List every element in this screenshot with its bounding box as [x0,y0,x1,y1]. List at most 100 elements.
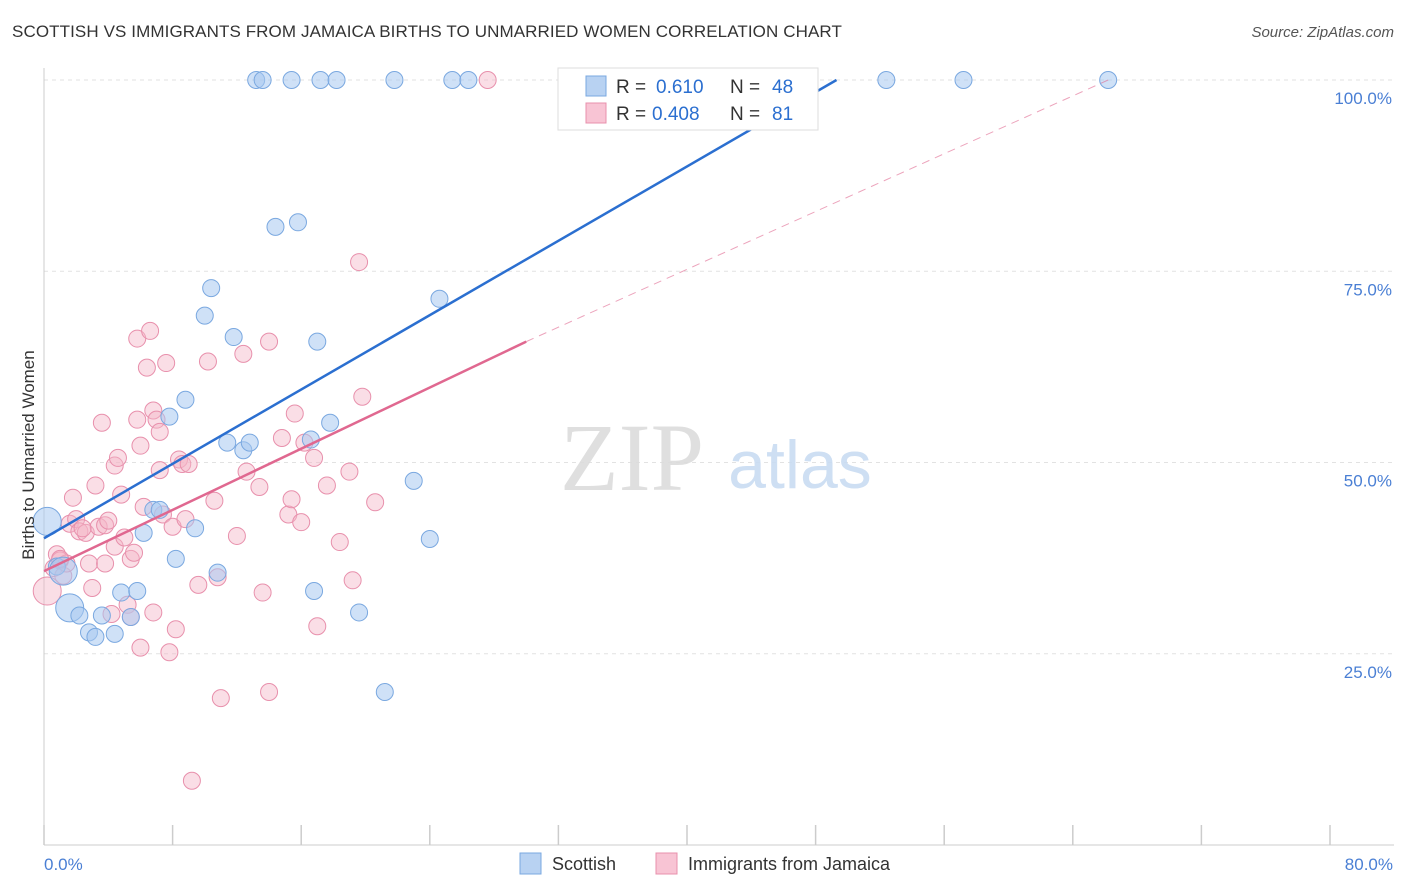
scottish-point [70,606,89,625]
axes [43,68,1394,846]
jamaica-point [250,477,269,496]
y-tick-label-3: 100.0% [1334,89,1392,108]
jamaica-point [157,354,176,373]
jamaica-point [260,332,279,351]
scottish-point [208,563,227,582]
scottish-point [350,603,369,622]
watermark-zip: ZIP [560,404,704,511]
scottish-point [128,582,147,601]
scottish-point [305,582,324,601]
jamaica-point [272,429,291,448]
jamaica-point [308,617,327,636]
scottish-point [321,413,340,432]
scottish-point [430,289,449,308]
chart-source: Source: ZipAtlas.com [1251,24,1394,41]
scottish-point [160,407,179,426]
jamaica-point [96,554,115,573]
legend-n-value-jamaica: 81 [772,104,793,125]
jamaica-point [108,448,127,467]
legend-bottom-label-jamaica: Immigrants from Jamaica [688,854,891,874]
scottish-point [195,306,214,325]
jamaica-point [125,543,144,562]
scottish-point [1099,71,1118,89]
jamaica-point [343,571,362,590]
y-axis-label: Births to Unmarried Women [19,350,38,559]
legend-bottom-label-scottish: Scottish [552,854,616,874]
scottish-point [459,71,478,89]
jamaica-point [99,511,118,530]
legend-n-label-jamaica: N = [730,104,760,125]
x-tick-label-1: 80.0% [1345,855,1393,874]
scottish-point [218,433,237,452]
jamaica-point [234,344,253,363]
watermark-atlas: atlas [728,427,872,503]
legend-bottom-swatch-jamaica [655,852,678,875]
jamaica-point [227,526,246,545]
jamaica-point [317,476,336,495]
jamaica-point [350,253,369,272]
jamaica-point [182,771,201,790]
jamaica-point [340,462,359,481]
jamaica-point [211,689,230,708]
scottish-point [253,71,272,89]
jamaica-point [70,522,89,541]
legend-bottom-swatch-scottish [519,852,542,875]
jamaica-point [137,358,156,377]
scottish-point [240,433,259,452]
jamaica-point [282,490,301,509]
scottish-point [282,71,301,89]
scottish-points [32,71,1118,701]
scottish-point [288,213,307,232]
jamaica-point [292,513,311,532]
scottish-point [202,279,221,298]
legend-n-label-scottish: N = [730,77,760,98]
scottish-point [186,519,205,538]
jamaica-point [366,493,385,512]
legend-swatch-scottish [585,75,607,97]
y-tick-label-1: 50.0% [1344,472,1392,491]
scottish-point [121,608,140,627]
jamaica-point [92,413,111,432]
legend-r-label-scottish: R = [616,77,646,98]
jamaica-point [83,578,102,597]
scottish-point [311,71,330,89]
scottish-point [404,471,423,490]
legend-swatch-jamaica [585,102,607,124]
jamaica-point [305,448,324,467]
scottish-point [420,530,439,548]
jamaica-point [198,352,217,371]
grid-lines [44,79,1395,655]
scottish-point [266,217,285,236]
jamaica-point [141,321,160,340]
scottish-point [86,627,105,646]
jamaica-point [32,576,62,606]
jamaica-point [89,517,108,536]
scottish-point [112,583,131,602]
y-tick-label-0: 25.0% [1344,663,1392,682]
scottish-point [375,683,394,701]
chart-title: SCOTTISH VS IMMIGRANTS FROM JAMAICA BIRT… [12,22,842,41]
watermark: ZIP atlas [560,404,872,511]
jamaica-point [285,404,304,423]
scottish-point [92,606,111,625]
scottish-point [224,328,243,347]
jamaica-point [63,488,82,507]
scottish-point [166,549,185,568]
jamaica-point [260,683,279,701]
jamaica-trend-line [43,340,527,573]
jamaica-point [353,387,372,406]
jamaica-point [131,436,150,455]
legend-bottom: Scottish Immigrants from Jamaica [519,852,891,875]
jamaica-point [253,583,272,602]
jamaica-point [128,410,147,429]
scottish-point [176,390,195,409]
scottish-point [385,71,404,89]
jamaica-point [330,533,349,552]
jamaica-point [205,491,224,510]
x-tick-label-0: 0.0% [44,855,83,874]
jamaica-point [166,620,185,639]
jamaica-points [32,71,497,790]
scottish-trend-line [43,78,838,540]
y-tick-label-2: 75.0% [1344,280,1392,299]
